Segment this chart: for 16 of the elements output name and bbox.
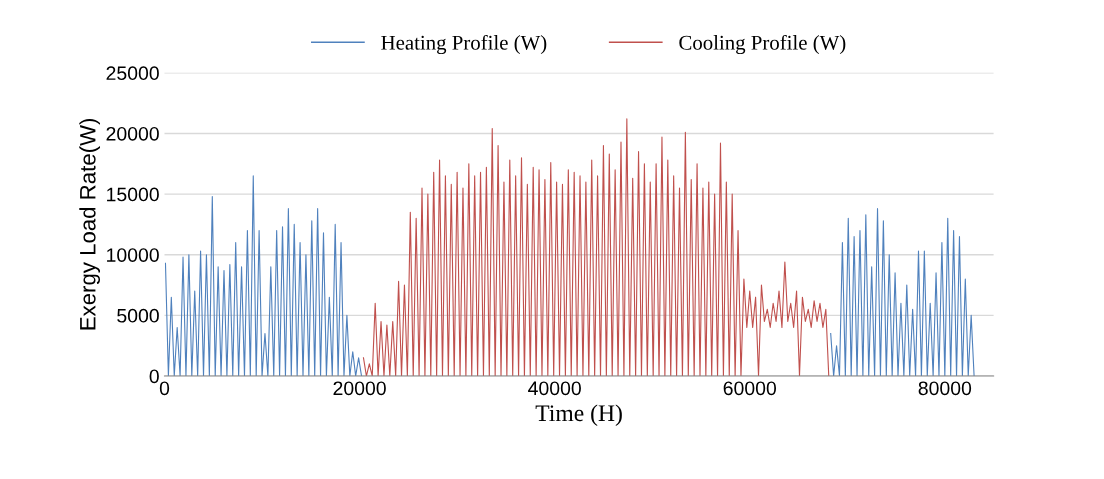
y-tick-label: 10000 bbox=[107, 248, 159, 262]
x-tick-label: 0 bbox=[159, 381, 170, 396]
x-tick-label: 80000 bbox=[918, 381, 972, 396]
x-axis-title: Time (H) bbox=[535, 404, 622, 426]
line-series bbox=[362, 118, 830, 377]
y-tick-label: 20000 bbox=[106, 126, 159, 141]
y-axis-title: Exergy Load Rate(W) bbox=[79, 118, 101, 330]
y-tick-label: 15000 bbox=[107, 187, 159, 202]
y-tick-label: 5000 bbox=[117, 308, 159, 323]
x-tick-label: 60000 bbox=[723, 381, 777, 396]
x-tick-label: 20000 bbox=[333, 381, 386, 396]
x-tick-label: 40000 bbox=[528, 381, 581, 396]
y-tick-label: 25000 bbox=[106, 66, 159, 81]
y-tick-label: 0 bbox=[149, 369, 159, 384]
legend-label: Cooling Profile (W) bbox=[679, 34, 846, 55]
legend-label: Heating Profile (W) bbox=[381, 34, 547, 55]
